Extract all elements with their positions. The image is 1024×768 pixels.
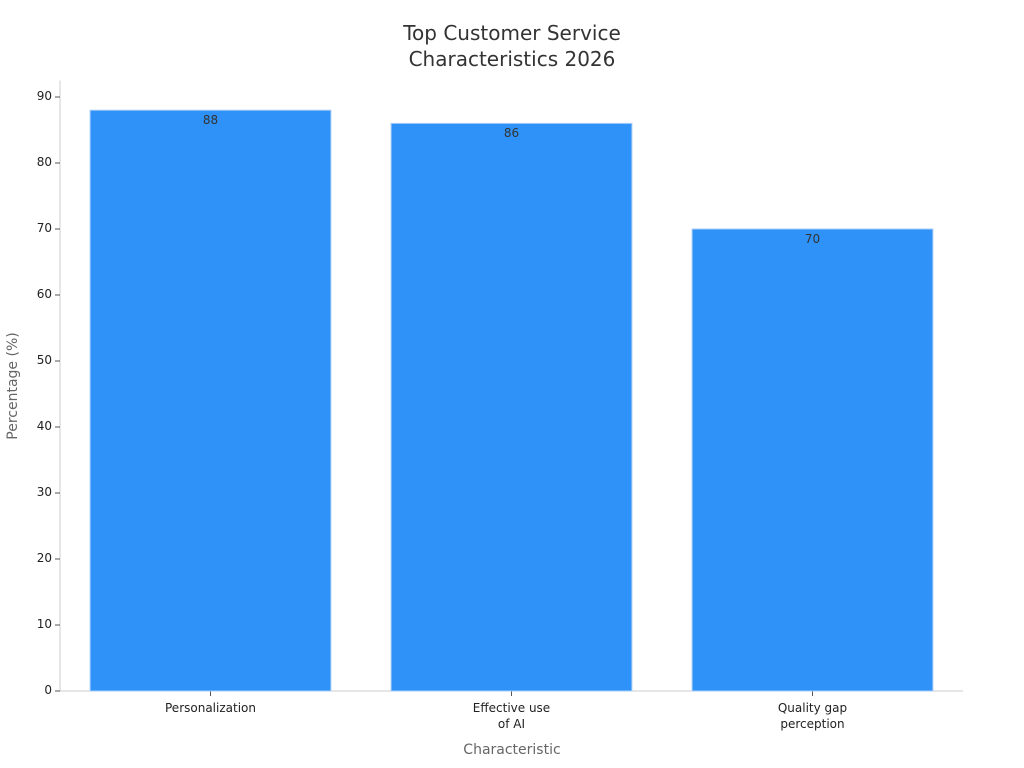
- data-label: 70: [804, 232, 821, 246]
- bar: [691, 228, 934, 692]
- bar: [390, 122, 633, 692]
- x-tick-label: Effective use of AI: [472, 701, 551, 731]
- x-tick-label: Personalization: [165, 701, 256, 715]
- y-tick-label: 40: [36, 419, 52, 433]
- x-tick-label: Quality gap perception: [777, 701, 848, 731]
- y-tick-label: 10: [36, 617, 52, 631]
- bar: [89, 109, 332, 692]
- y-tick-label: 0: [44, 683, 52, 697]
- y-tick-label: 20: [36, 551, 52, 565]
- x-axis-label: Characteristic: [463, 742, 561, 758]
- y-tick-label: 30: [36, 485, 52, 499]
- y-tick-label: 60: [36, 287, 52, 301]
- data-label: 88: [202, 113, 219, 128]
- y-tick-label: 80: [36, 155, 52, 169]
- y-tick-label: 70: [36, 221, 52, 235]
- y-tick-label: 90: [36, 89, 52, 103]
- chart-title: Top Customer Service Characteristics 202…: [403, 21, 621, 71]
- data-label: 86: [503, 126, 520, 141]
- y-tick-label: 50: [36, 353, 52, 367]
